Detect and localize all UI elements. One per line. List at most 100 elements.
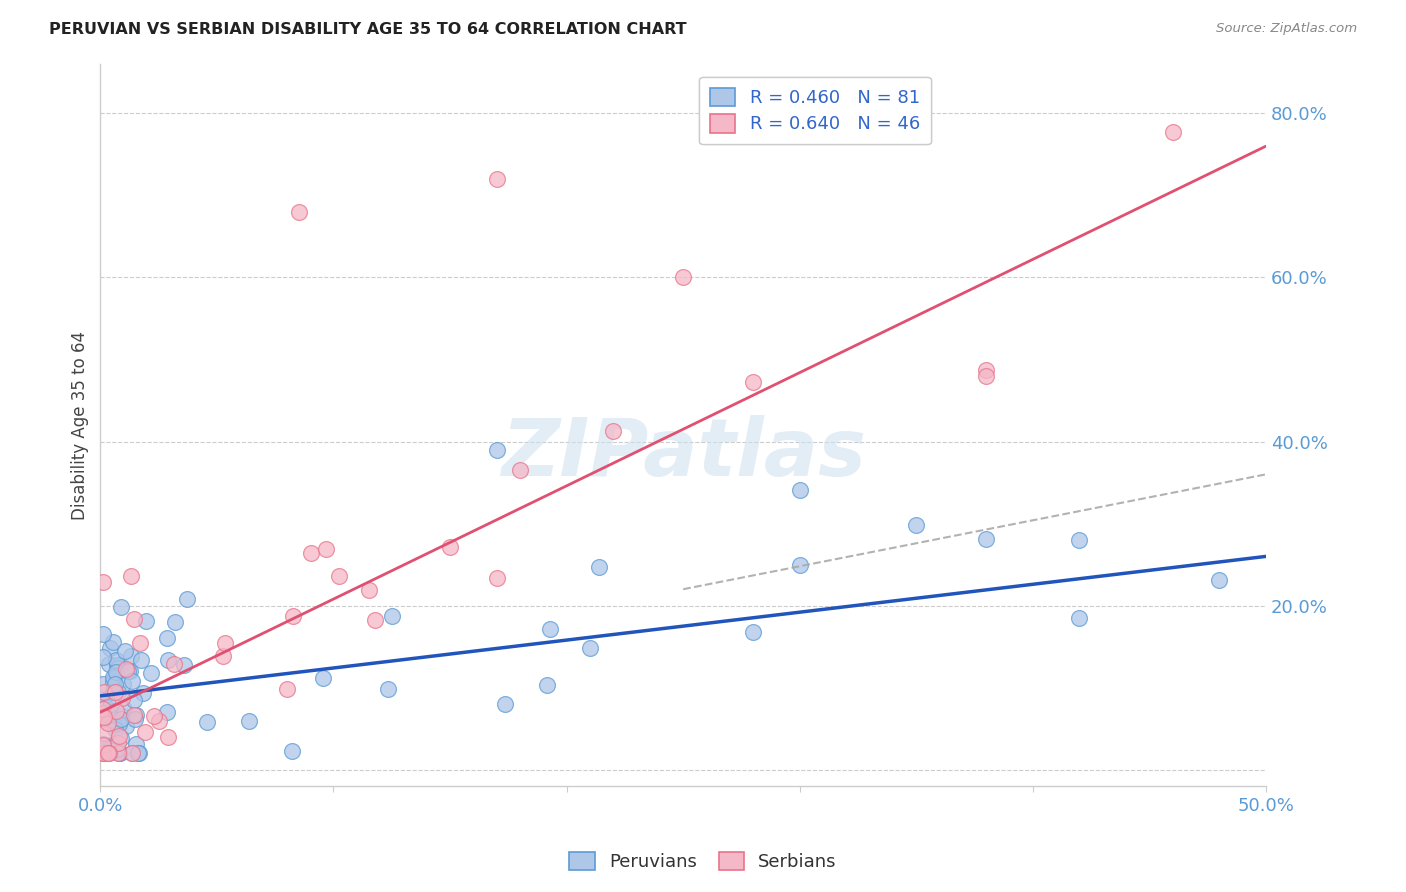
Point [91,738,114,752]
Point [104,722,127,736]
Point [538,622,561,636]
Point [1069,533,1091,547]
Point [974,532,997,546]
Point [485,172,508,186]
Point [91,702,114,716]
Point [128,747,150,761]
Legend: Peruvians, Serbians: Peruvians, Serbians [562,845,844,879]
Point [494,697,516,711]
Point [104,665,127,680]
Point [93,747,115,761]
Point [97,716,120,731]
Point [103,671,125,685]
Point [115,662,138,676]
Point [195,714,218,729]
Point [128,636,150,650]
Point [165,615,187,629]
Point [96,747,118,761]
Point [173,658,195,673]
Point [120,664,142,678]
Point [315,541,337,556]
Point [107,685,129,699]
Point [238,714,260,729]
Point [91,747,114,761]
Point [115,719,138,733]
Point [156,705,179,719]
Text: ZIPatlas: ZIPatlas [501,415,866,493]
Point [328,568,350,582]
Point [94,700,117,714]
Point [101,675,124,690]
Point [509,462,531,476]
Point [108,746,131,760]
Point [381,609,404,624]
Point [93,710,115,724]
Point [143,709,166,723]
Point [579,640,602,655]
Point [114,644,136,658]
Point [104,677,127,691]
Point [129,652,152,666]
Point [91,737,114,751]
Point [214,635,236,649]
Point [281,744,304,758]
Point [100,740,122,755]
Point [107,717,129,731]
Point [1161,125,1184,139]
Point [672,270,695,285]
Point [176,592,198,607]
Point [108,747,131,761]
Point [97,713,120,727]
Point [789,558,811,572]
Point [1069,611,1091,625]
Point [135,615,157,629]
Point [536,678,558,692]
Point [287,204,309,219]
Point [485,571,508,585]
Point [97,747,120,761]
Text: Source: ZipAtlas.com: Source: ZipAtlas.com [1216,22,1357,36]
Point [104,704,127,718]
Point [122,693,145,707]
Point [98,747,121,761]
Point [974,363,997,377]
Point [110,599,132,614]
Point [120,649,142,664]
Point [357,583,380,598]
Point [1208,573,1230,587]
Point [156,653,179,667]
Point [789,483,811,497]
Point [124,612,146,626]
Point [110,731,132,745]
Point [108,729,131,743]
Point [100,697,122,711]
Point [127,746,149,760]
Point [104,684,127,698]
Point [485,442,508,457]
Point [742,625,765,640]
Point [112,702,135,716]
Point [602,424,624,438]
Point [276,681,298,696]
Point [91,627,114,641]
Point [742,376,765,390]
Point [156,631,179,645]
Point [103,670,125,684]
Point [108,658,131,673]
Point [439,540,461,554]
Point [98,657,121,672]
Point [125,708,148,723]
Point [93,711,115,725]
Point [131,686,153,700]
Point [125,737,148,751]
Point [101,635,124,649]
Point [110,712,132,726]
Point [121,747,143,761]
Point [141,665,163,680]
Point [117,664,139,678]
Point [121,674,143,689]
Point [105,658,128,673]
Point [96,705,118,719]
Point [91,694,114,708]
Legend: R = 0.460   N = 81, R = 0.640   N = 46: R = 0.460 N = 81, R = 0.640 N = 46 [699,77,931,145]
